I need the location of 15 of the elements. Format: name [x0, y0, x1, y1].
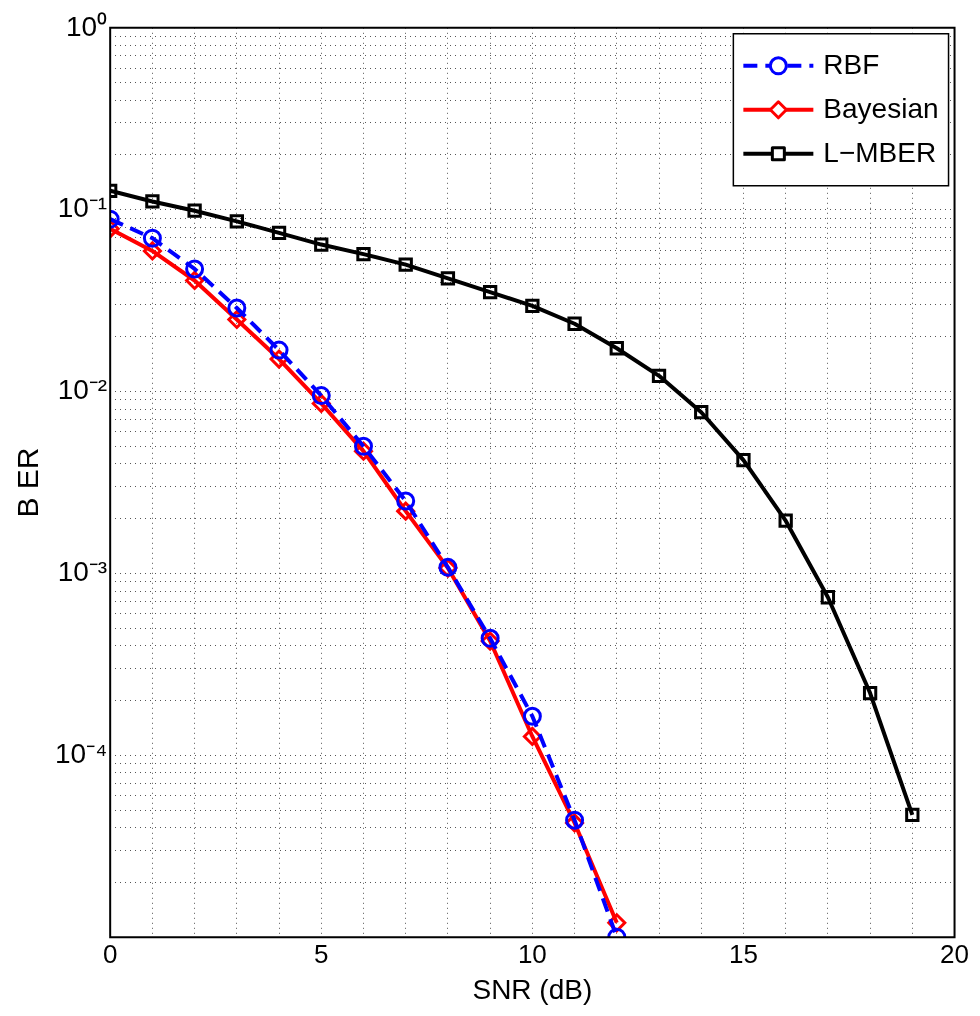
y-axis-title: B ER	[11, 447, 45, 518]
x-tick-label: 5	[314, 938, 329, 969]
x-tick-label: 10	[517, 938, 547, 969]
x-tick-label: 0	[102, 938, 118, 969]
y-tick-label: 10⁰	[66, 10, 108, 42]
legend-label: Bayesian	[823, 92, 939, 124]
legend-label: RBF	[823, 48, 880, 80]
x-tick-label: 15	[728, 938, 758, 969]
y-tick-label: 10⁻³	[57, 556, 108, 588]
y-tick-label: 10⁻¹	[57, 192, 108, 224]
y-tick-label: 10⁻⁴	[54, 738, 108, 770]
legend-label: L−MBER	[823, 136, 937, 168]
x-tick-label: 20	[940, 938, 969, 969]
x-axis-title: SNR (dB)	[472, 973, 593, 1005]
y-tick-label: 10⁻²	[57, 374, 108, 406]
